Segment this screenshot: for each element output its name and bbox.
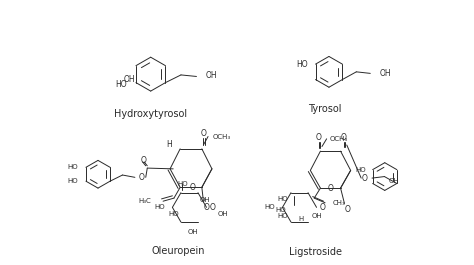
Text: H: H [167, 140, 173, 149]
Text: O: O [140, 156, 146, 165]
Text: HO: HO [177, 181, 188, 187]
Text: OH: OH [124, 75, 136, 84]
Text: OH: OH [218, 210, 228, 217]
Text: O: O [139, 173, 145, 182]
Text: HO: HO [276, 207, 286, 213]
Text: OH: OH [188, 229, 199, 235]
Text: Ligstroside: Ligstroside [289, 248, 341, 257]
Text: H₃C: H₃C [138, 198, 151, 204]
Text: OH: OH [380, 69, 391, 78]
Text: O: O [328, 184, 333, 193]
Text: OCH₃: OCH₃ [213, 134, 231, 139]
Text: O: O [345, 205, 350, 214]
Text: OH: OH [311, 213, 322, 219]
Text: O: O [316, 133, 322, 142]
Text: OH: OH [389, 178, 399, 184]
Text: Oleuropein: Oleuropein [151, 246, 205, 256]
Text: HO: HO [277, 213, 288, 219]
Text: HO: HO [296, 60, 308, 69]
Text: Hydroxytyrosol: Hydroxytyrosol [114, 109, 187, 119]
Text: H: H [298, 216, 303, 222]
Text: O: O [362, 174, 368, 183]
Text: HO: HO [154, 204, 164, 210]
Text: OH: OH [200, 197, 210, 204]
Text: O: O [319, 203, 326, 212]
Text: HO: HO [67, 178, 78, 184]
Text: O: O [210, 203, 216, 212]
Text: HO: HO [67, 164, 78, 170]
Text: O: O [190, 183, 195, 192]
Text: O: O [203, 203, 210, 212]
Text: Tyrosol: Tyrosol [308, 104, 342, 114]
Text: HO: HO [169, 211, 179, 217]
Text: OCH₃: OCH₃ [330, 136, 348, 142]
Text: OH: OH [206, 71, 218, 80]
Text: HO: HO [277, 196, 288, 202]
Text: HO: HO [356, 167, 366, 173]
Text: HO: HO [264, 204, 275, 210]
Text: HO: HO [115, 80, 127, 89]
Text: O: O [341, 133, 346, 142]
Text: O: O [201, 129, 206, 138]
Text: CH₃: CH₃ [333, 200, 346, 206]
